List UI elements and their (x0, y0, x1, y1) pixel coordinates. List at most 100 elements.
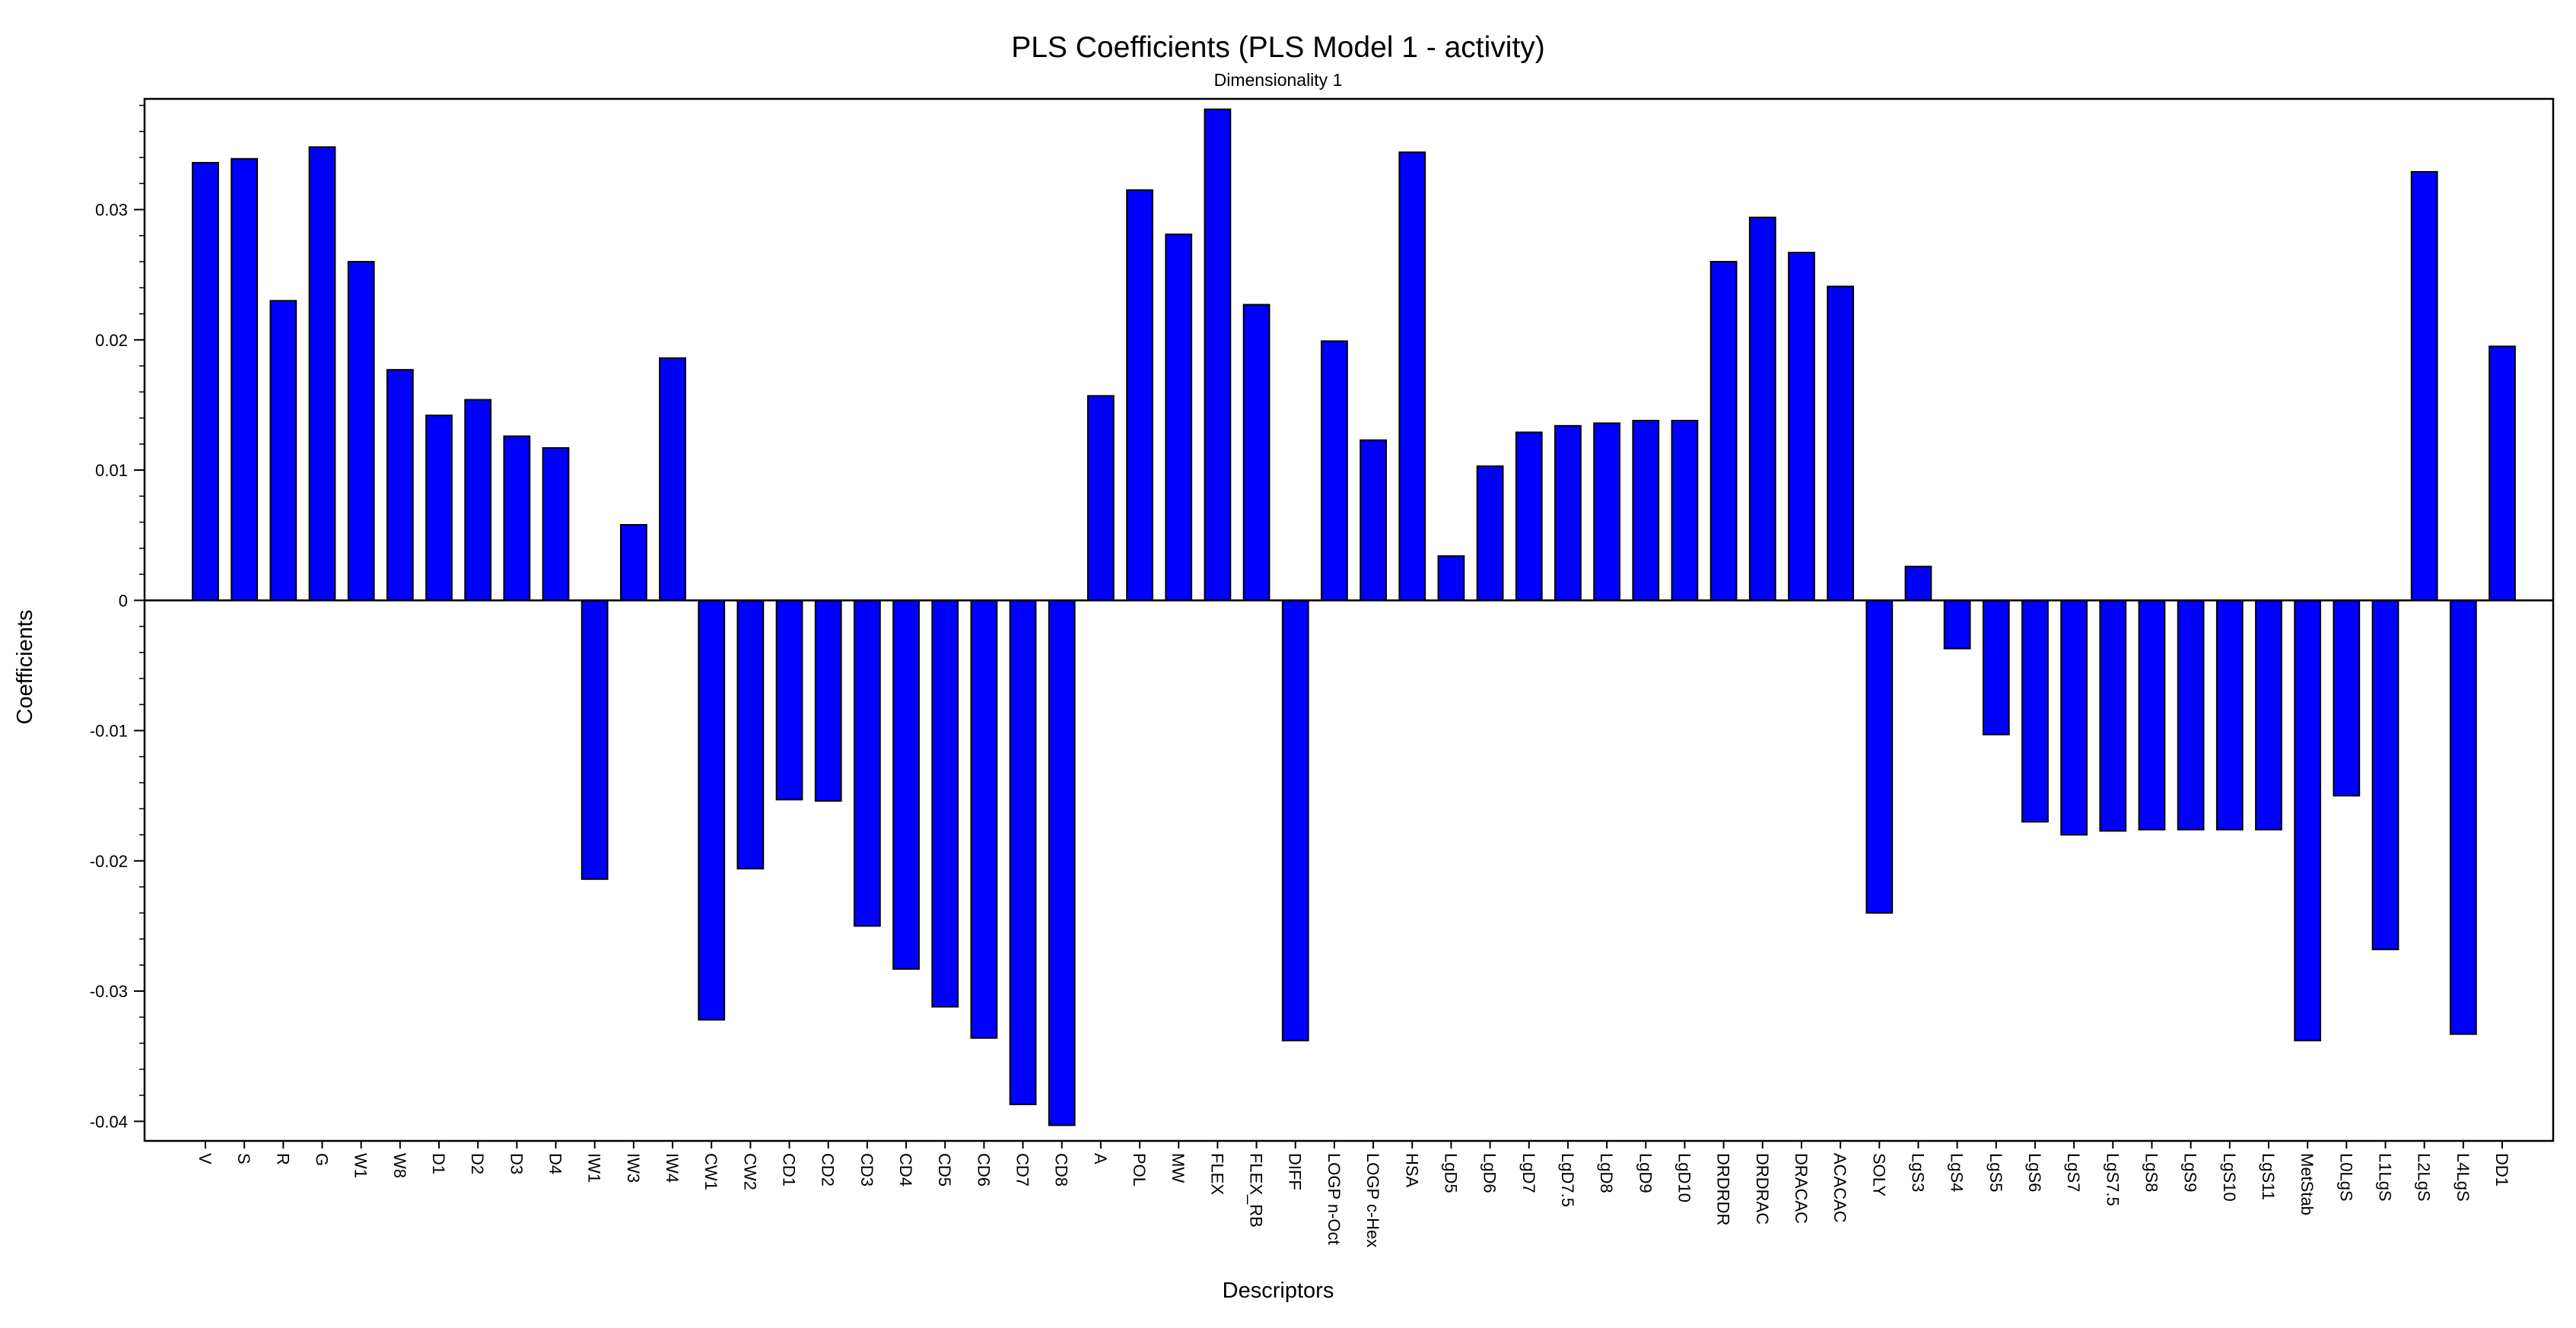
x-tick-label: CD8 (1052, 1153, 1071, 1187)
bar-cw2 (736, 599, 765, 870)
bar-l4lgs (2449, 599, 2477, 1035)
x-tick-label: W8 (390, 1153, 409, 1178)
x-tick-label: CW1 (701, 1153, 720, 1190)
x-tick-label: DRDRDR (1714, 1153, 1733, 1225)
x-tick-label: LgD8 (1597, 1153, 1616, 1193)
x-tick-label: MW (1169, 1153, 1188, 1183)
y-tick-label: 0.02 (95, 331, 128, 350)
bar-acacac (1827, 285, 1855, 602)
bar-lgd7 (1515, 431, 1543, 602)
bar-cd5 (931, 599, 959, 1008)
x-tick-label: CD2 (819, 1153, 838, 1187)
x-tick-label: IW3 (624, 1153, 643, 1183)
bar-iw3 (619, 523, 647, 602)
bar-hsa (1398, 151, 1426, 602)
bar-cd2 (814, 599, 842, 802)
x-tick-label: CD5 (935, 1153, 954, 1187)
x-tick-label: CD1 (780, 1153, 799, 1187)
x-tick-label: LgS7.5 (2103, 1153, 2122, 1206)
x-tick-label: LgS9 (2181, 1153, 2200, 1192)
plot-area-frame (143, 97, 2555, 1142)
x-tick-label: FLEX_RB (1247, 1153, 1266, 1228)
x-tick-label: W1 (351, 1153, 370, 1178)
y-axis-label: Coefficients (13, 610, 37, 725)
x-tick-label: MetStab (2298, 1153, 2317, 1215)
x-tick-label: LgS5 (1986, 1153, 2005, 1192)
y-axis-ticks: -0.04 -0.03 -0.02 -0.01 0 0.01 0.02 0.03 (90, 104, 145, 1131)
bar-lgd5 (1437, 555, 1465, 602)
bar-lgs8 (2138, 599, 2166, 831)
bar-metstab (2294, 599, 2322, 1042)
bar-cd1 (775, 599, 803, 801)
x-axis-label: Descriptors (1223, 1279, 1334, 1303)
bar-logp-c-hex (1360, 439, 1387, 602)
bar-drdrac (1748, 216, 1776, 602)
bar-l1lgs (2371, 599, 2399, 951)
y-tick-label: -0.04 (90, 1112, 128, 1131)
bar-cd6 (970, 599, 998, 1039)
y-tick-label: -0.03 (90, 982, 128, 1001)
bar-s (231, 157, 259, 602)
x-tick-label: IW1 (585, 1153, 604, 1183)
bar-cd3 (853, 599, 881, 927)
bar-pol (1126, 189, 1153, 602)
bar-lgd7-5 (1554, 424, 1582, 602)
x-tick-label: LgS8 (2142, 1153, 2161, 1192)
bar-dd1 (2489, 345, 2516, 602)
bar-lgd10 (1671, 419, 1699, 602)
bar-iw4 (659, 357, 686, 602)
x-tick-label: DD1 (2492, 1153, 2511, 1187)
bar-cd8 (1048, 599, 1076, 1126)
bar-d2 (464, 399, 492, 602)
x-tick-label: D2 (468, 1153, 487, 1174)
bar-dracac (1788, 252, 1815, 602)
bar-w1 (347, 261, 375, 602)
x-tick-label: D3 (507, 1153, 526, 1174)
bar-lgs4 (1943, 599, 1971, 650)
bar-lgd6 (1476, 465, 1504, 602)
bar-lgs7-5 (2099, 599, 2127, 832)
x-tick-label: A (1091, 1153, 1110, 1164)
x-tick-label: LgS4 (1948, 1153, 1967, 1192)
x-tick-label: V (196, 1153, 215, 1164)
bar-lgd9 (1632, 419, 1660, 602)
chart-subtitle: Dimensionality 1 (1214, 70, 1343, 90)
bar-lgs7 (2060, 599, 2088, 836)
x-tick-label: DRACAC (1792, 1153, 1811, 1224)
x-tick-label: LgS7 (2064, 1153, 2083, 1192)
x-tick-label: D1 (429, 1153, 448, 1174)
bar-l0lgs (2333, 599, 2361, 797)
x-tick-label: LOGP c-Hex (1363, 1153, 1382, 1247)
chart-title: PLS Coefficients (PLS Model 1 - activity… (1011, 31, 1545, 64)
bar-w8 (386, 369, 414, 602)
bar-lgs5 (1982, 599, 2010, 735)
x-tick-label: L1LgS (2375, 1153, 2394, 1202)
bar-lgs11 (2255, 599, 2282, 831)
bar-d4 (542, 446, 570, 602)
x-tick-label: LgD5 (1441, 1153, 1460, 1193)
x-tick-label: ACACAC (1830, 1153, 1849, 1223)
x-tick-label: G (313, 1153, 332, 1166)
x-tick-label: LgS3 (1908, 1153, 1927, 1192)
x-tick-label: CD3 (857, 1153, 876, 1187)
x-tick-label: D4 (546, 1153, 565, 1174)
x-tick-label: LgD7 (1519, 1153, 1538, 1193)
bar-mw (1165, 234, 1193, 602)
x-tick-label: CD6 (974, 1153, 993, 1187)
y-tick-label: 0.03 (95, 201, 128, 220)
x-tick-label: CD4 (896, 1153, 915, 1187)
bar-d1 (425, 415, 453, 602)
x-tick-label: LOGP n-Oct (1325, 1153, 1344, 1245)
x-tick-label: DRDRAC (1753, 1153, 1772, 1225)
x-tick-label: SOLY (1869, 1153, 1888, 1196)
x-tick-label: L4LgS (2454, 1153, 2473, 1202)
bar-lgd8 (1593, 422, 1620, 602)
bar-flex (1204, 108, 1232, 602)
y-tick-label: -0.02 (90, 852, 128, 871)
x-tick-label: LgD7.5 (1558, 1153, 1577, 1207)
x-tick-label: CD7 (1013, 1153, 1032, 1187)
bar-d3 (503, 435, 531, 602)
x-tick-label: CW2 (740, 1153, 759, 1190)
x-tick-label: LgD10 (1674, 1153, 1693, 1203)
